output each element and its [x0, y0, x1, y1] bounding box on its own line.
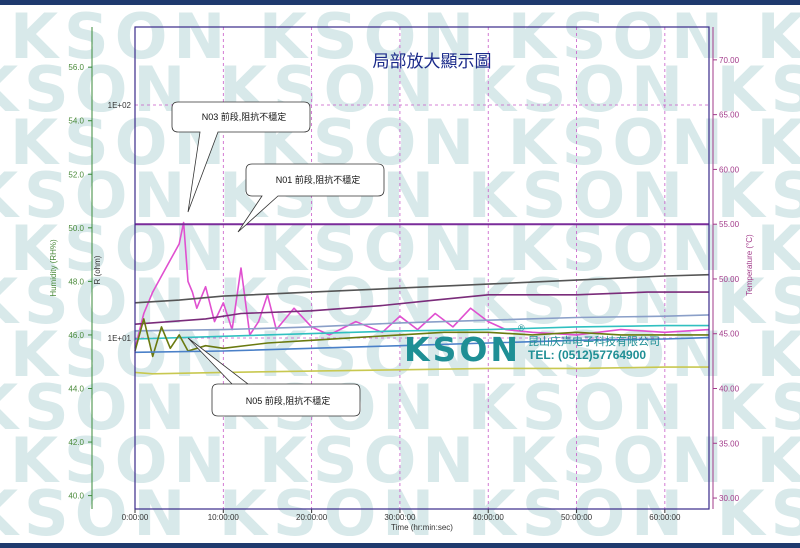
watermark-text: KSON KSON KSON KSON — [10, 106, 800, 179]
callout-n03: N03 前段,阻抗不穩定 — [171, 101, 311, 213]
humidity-tick-label: 50.0 — [68, 224, 84, 233]
logo-registered-mark: ® — [518, 323, 525, 333]
logo-wordmark: KSON — [404, 330, 521, 369]
axis-layer: 0:00:00 10:00:00 20:00:00 30:00:00 40:00:00 5… — [68, 56, 739, 522]
series-line-4 — [134, 314, 710, 332]
chart-title: 局部放大顯示圖 — [373, 52, 492, 72]
temperature-tick-label: 65.00 — [719, 111, 740, 120]
watermark-text: KSON KSON KSON KSON — [10, 424, 800, 497]
x-tick-label: 20:00:00 — [296, 513, 328, 522]
series-line-2 — [134, 273, 710, 304]
x-tick-label: 50:00:00 — [561, 513, 593, 522]
humidity-tick-label: 48.0 — [68, 277, 84, 286]
logo-company-name: 昆山庆声电子科技有限公司 — [528, 334, 660, 348]
series-line-8 — [134, 366, 709, 375]
humidity-tick-label: 42.0 — [68, 438, 84, 447]
series-line-5 — [134, 324, 709, 340]
humidity-axis-title: Humidity (RH%) — [49, 239, 58, 297]
top-frame-bar — [0, 0, 800, 5]
resistance-tick-label: 1E+02 — [108, 101, 132, 110]
temperature-tick-label: 50.00 — [719, 275, 740, 284]
temperature-axis-title: Temperature (°C) — [745, 234, 754, 296]
plot-frame — [134, 26, 710, 510]
x-tick-label: 40:00:00 — [473, 513, 505, 522]
callout-n01: N01 前段,阻抗不穩定 — [237, 163, 385, 233]
humidity-tick-label: 40.0 — [68, 492, 84, 501]
temperature-tick-label: 30.00 — [719, 494, 740, 503]
series-line-3 — [134, 291, 709, 325]
series-line-6 — [134, 318, 709, 358]
resistance-axis-title: R (ohm) — [93, 255, 102, 284]
x-tick-label: 0:00:00 — [122, 513, 149, 522]
time-axis-title: Time (hr:min:sec) — [391, 523, 453, 532]
logo-phone: TEL: (0512)57764900 — [528, 348, 646, 362]
callout-n05: N05 前段,阻抗不穩定 — [187, 337, 361, 417]
series-line-7 — [134, 336, 710, 354]
watermark-text: KSON KSON KSON KSON — [10, 0, 800, 73]
humidity-tick-label: 54.0 — [68, 117, 84, 126]
humidity-tick-label: 46.0 — [68, 331, 84, 340]
resistance-tick-label: 1E+01 — [108, 334, 132, 343]
temperature-tick-label: 35.00 — [719, 439, 740, 448]
temperature-tick-label: 70.00 — [719, 56, 740, 65]
x-tick-label: 30:00:00 — [384, 513, 416, 522]
temperature-tick-label: 55.00 — [719, 220, 740, 229]
callout-n05-text: N05 前段,阻抗不穩定 — [246, 395, 331, 406]
kson-logo: KSON ® 昆山庆声电子科技有限公司 TEL: (0512)57764900 — [404, 323, 660, 369]
callout-n03-text: N03 前段,阻抗不穩定 — [202, 111, 287, 122]
x-tick-label: 60:00:00 — [649, 513, 681, 522]
humidity-tick-label: 44.0 — [68, 385, 84, 394]
x-tick-label: 10:00:00 — [208, 513, 240, 522]
series-layer — [134, 221, 710, 375]
humidity-tick-label: 56.0 — [68, 63, 84, 72]
temperature-tick-label: 45.00 — [719, 330, 740, 339]
temperature-tick-label: 60.00 — [719, 165, 740, 174]
bottom-frame-bar — [0, 543, 800, 548]
humidity-tick-label: 52.0 — [68, 170, 84, 179]
temperature-tick-label: 40.00 — [719, 385, 740, 394]
callout-n01-text: N01 前段,阻抗不穩定 — [276, 174, 361, 185]
